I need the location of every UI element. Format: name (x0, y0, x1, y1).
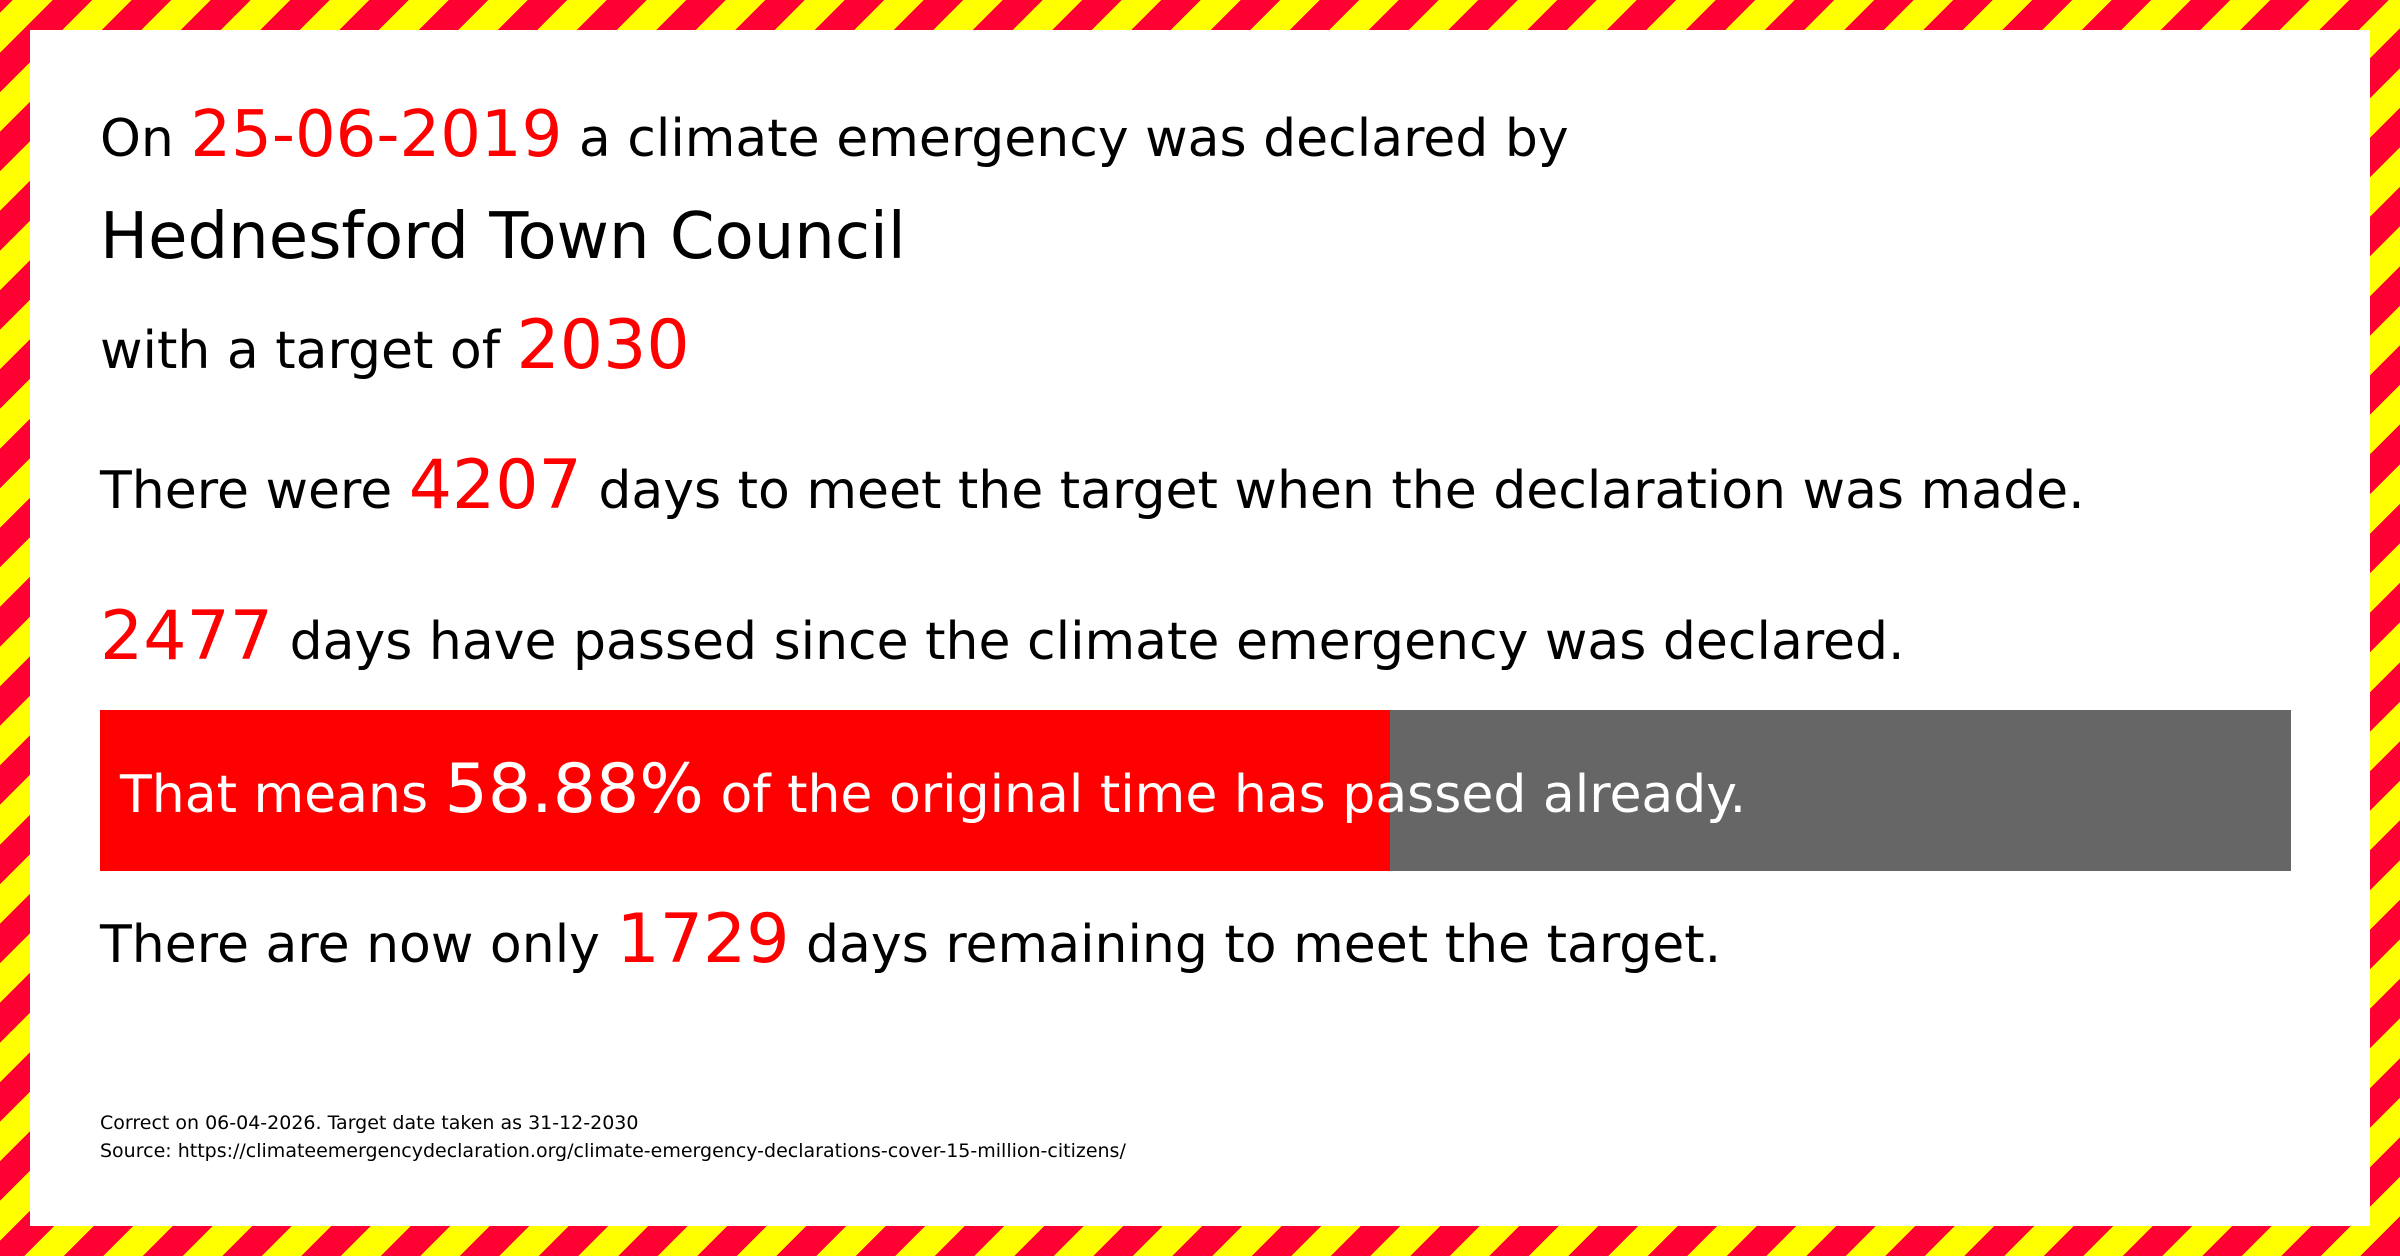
progress-text: That means 58.88% of the original time h… (120, 750, 1746, 829)
progress-bar: That means 58.88% of the original time h… (100, 710, 2291, 871)
target-year: 2030 (516, 306, 690, 385)
progress-percent: 58.88% (444, 750, 704, 829)
text: days have passed since the climate emerg… (289, 612, 1905, 672)
remaining-days-line: There are now only 1729 days remaining t… (100, 900, 1721, 979)
text: There were (100, 461, 393, 521)
content-panel (30, 30, 2370, 1226)
passed-days-line: 2477 days have passed since the climate … (100, 597, 1905, 676)
total-days: 4207 (408, 446, 582, 525)
council-name: Hednesford Town Council (100, 200, 906, 274)
declaration-date: 25-06-2019 (190, 98, 563, 172)
text: days to meet the target when the declara… (598, 461, 2085, 521)
text: There are now only (100, 915, 600, 975)
text: That means (120, 765, 429, 825)
source-note: Source: https://climateemergencydeclarat… (100, 1140, 1126, 1162)
remaining-days: 1729 (616, 900, 790, 979)
text: with a target of (100, 321, 501, 381)
target-line: with a target of 2030 (100, 306, 690, 385)
correct-date-note: Correct on 06-04-2026. Target date taken… (100, 1112, 639, 1134)
text: a climate emergency was declared by (578, 109, 1569, 169)
declaration-line: On 25-06-2019 a climate emergency was de… (100, 98, 1569, 172)
progress-fill (100, 710, 1391, 871)
text: days remaining to meet the target. (806, 915, 1722, 975)
text: On (100, 109, 174, 169)
text: of the original time has passed already. (720, 765, 1747, 825)
passed-days: 2477 (100, 597, 274, 676)
total-days-line: There were 4207 days to meet the target … (100, 446, 2085, 525)
